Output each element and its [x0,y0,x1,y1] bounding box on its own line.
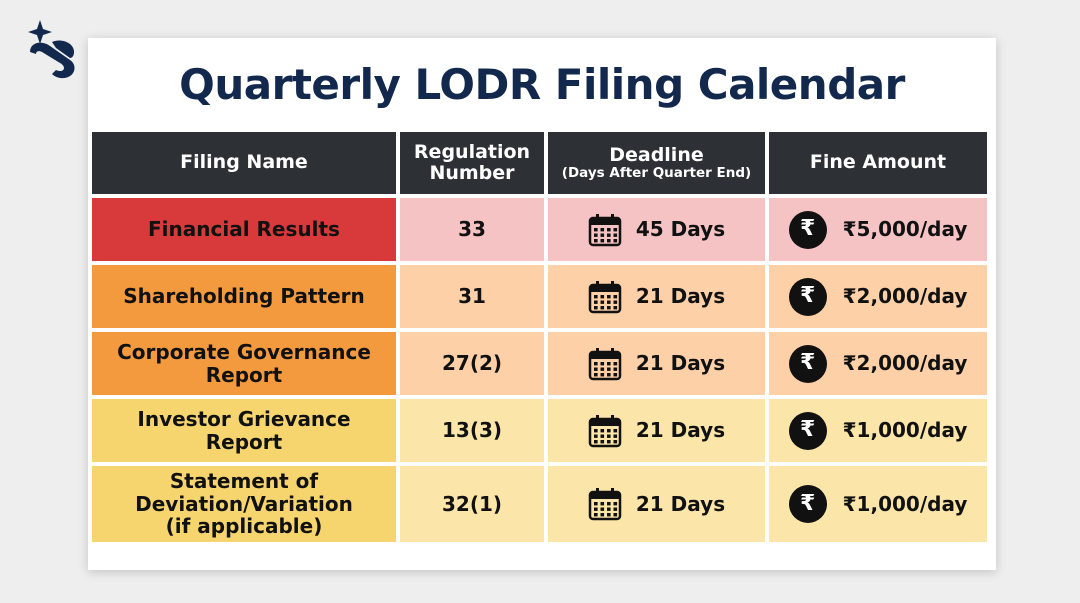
table-row: Statement of Deviation/Variation (if appli… [92,466,987,542]
regulation-number-cell: 33 [400,198,544,261]
regulation-number-cell: 13(3) [400,399,544,462]
table-row: Investor Grievance Report 13(3) 21 Days ₹ ₹1… [92,399,987,462]
filing-name-cell: Financial Results [92,198,396,261]
calendar-icon [588,414,622,448]
header-deadline-sub: (Days After Quarter End) [561,165,752,182]
filing-name-line: Investor Grievance Report [137,407,351,454]
filing-name-line: Corporate Governance [117,340,371,365]
fine-value: ₹5,000/day [842,217,968,242]
header-filing-name: Filing Name [92,132,396,194]
rupee-icon: ₹ [788,277,827,316]
deadline-value: 21 Days [635,351,726,376]
fine-amount-cell: ₹ ₹1,000/day [769,399,987,462]
deadline-value: 21 Days [635,418,726,443]
calendar-icon [588,280,622,314]
filing-calendar-card: Quarterly LODR Filing Calendar Filing Na… [88,38,996,570]
table-row: Shareholding Pattern 31 21 Days ₹ ₹2,000/day [92,265,987,328]
page-title: Quarterly LODR Filing Calendar [179,60,905,109]
fine-amount-cell: ₹ ₹5,000/day [769,198,987,261]
deadline-cell: 21 Days [548,332,765,395]
header-regulation-line2: Number [429,162,515,184]
filing-name-cell: Investor Grievance Report [92,399,396,462]
deadline-value: 21 Days [635,491,726,516]
deadline-cell: 45 Days [548,198,765,261]
rupee-icon: ₹ [788,411,827,450]
calendar-icon [588,487,622,521]
header-fine-amount: Fine Amount [769,132,987,194]
filing-name-cell: Statement of Deviation/Variation (if appli… [92,466,396,542]
fine-amount-cell: ₹ ₹2,000/day [769,265,987,328]
rupee-icon: ₹ [788,344,827,383]
fine-value: ₹1,000/day [842,418,968,443]
header-regulation-number: Regulation Number [400,132,544,194]
filing-name-line: Financial Results [148,217,340,242]
filing-table: Filing Name Regulation Number Deadline (… [92,132,987,546]
filing-name-cell: Shareholding Pattern [92,265,396,328]
calendar-icon [588,347,622,381]
header-regulation-line1: Regulation [413,140,531,163]
regulation-number-cell: 32(1) [400,466,544,542]
rupee-icon: ₹ [788,210,827,249]
filing-name-line: Report [205,362,283,387]
deadline-value: 45 Days [635,217,726,242]
fine-amount-cell: ₹ ₹2,000/day [769,332,987,395]
regulation-number-cell: 27(2) [400,332,544,395]
brand-sparkle-logo-icon [28,20,75,79]
filing-name-line: (if applicable) [165,514,323,539]
fine-value: ₹2,000/day [842,351,968,376]
deadline-cell: 21 Days [548,466,765,542]
table-row: Financial Results 33 45 Days ₹ ₹5,000/day [92,198,987,261]
deadline-cell: 21 Days [548,265,765,328]
header-deadline: Deadline (Days After Quarter End) [548,132,765,194]
filing-name-cell: Corporate Governance Report [92,332,396,395]
regulation-number-cell: 31 [400,265,544,328]
fine-amount-cell: ₹ ₹1,000/day [769,466,987,542]
rupee-icon: ₹ [788,485,827,523]
fine-value: ₹2,000/day [842,284,968,309]
fine-value: ₹1,000/day [842,491,968,516]
table-row: Corporate Governance Report 27(2) 21 Days ₹ ₹… [92,332,987,395]
filing-name-line: Statement of [169,469,319,494]
filing-name-line: Deviation/Variation [135,491,353,516]
deadline-cell: 21 Days [548,399,765,462]
header-deadline-label: Deadline [609,143,704,166]
deadline-value: 21 Days [635,284,726,309]
filing-name-line: Shareholding Pattern [123,284,365,309]
calendar-icon [588,213,622,247]
table-header-row: Filing Name Regulation Number Deadline (… [92,132,987,194]
